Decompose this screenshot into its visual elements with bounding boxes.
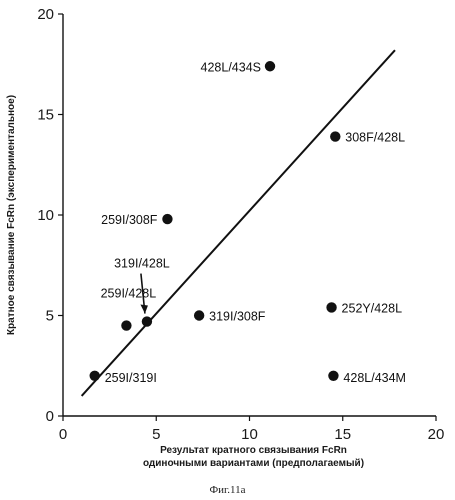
fit-line [80, 49, 396, 397]
x-axis-title: одиночными вариантами (предполагаемый) [143, 458, 364, 469]
y-tick-label: 10 [37, 207, 54, 224]
point-label: 428L/434S [201, 60, 261, 74]
data-point [328, 370, 339, 381]
x-tick-label: 10 [241, 426, 258, 443]
y-tick-label: 5 [46, 308, 54, 325]
point-label: 259I/428L [101, 287, 157, 301]
data-point [326, 302, 337, 313]
point-label: 259I/308F [101, 213, 158, 227]
point-labels: 428L/434S 308F/428L 259I/308F 319I/428L 259I… [101, 60, 406, 385]
point-label: 259I/319I [105, 371, 157, 385]
data-point [89, 370, 100, 381]
fit-line-group [80, 49, 396, 397]
data-point [264, 61, 276, 72]
data-point [330, 131, 341, 142]
annotation-arrow [140, 273, 148, 314]
data-point [193, 310, 205, 321]
axis-titles: Результат кратного связывания FcRn одиноч… [6, 95, 364, 469]
data-points [89, 61, 341, 381]
x-tick-label: 5 [152, 426, 160, 443]
point-label: 319I/308F [209, 310, 266, 324]
data-point [121, 320, 132, 331]
point-label: 308F/428L [345, 131, 405, 145]
y-tick-label: 20 [37, 6, 54, 23]
y-tick-label: 0 [46, 408, 54, 425]
y-tick-label: 15 [37, 107, 54, 124]
data-point [141, 316, 153, 327]
x-tick-label: 15 [334, 426, 351, 443]
axes [58, 13, 437, 421]
x-tick-label: 0 [59, 426, 67, 443]
data-point [162, 213, 173, 225]
arrow-head [140, 304, 148, 314]
figure-caption: Фиг.11a [209, 484, 246, 496]
point-label: 428L/434M [343, 371, 406, 385]
point-label: 252Y/428L [342, 301, 403, 315]
x-tick-label: 20 [428, 426, 445, 443]
point-label: 319I/428L [114, 257, 170, 271]
y-axis-title: Кратное связывание FcRn (экспериментальн… [6, 95, 17, 335]
tick-labels: 0 5 10 15 20 0 5 10 15 20 [37, 6, 444, 443]
x-axis-title: Результат кратного связывания FcRn [160, 445, 347, 456]
